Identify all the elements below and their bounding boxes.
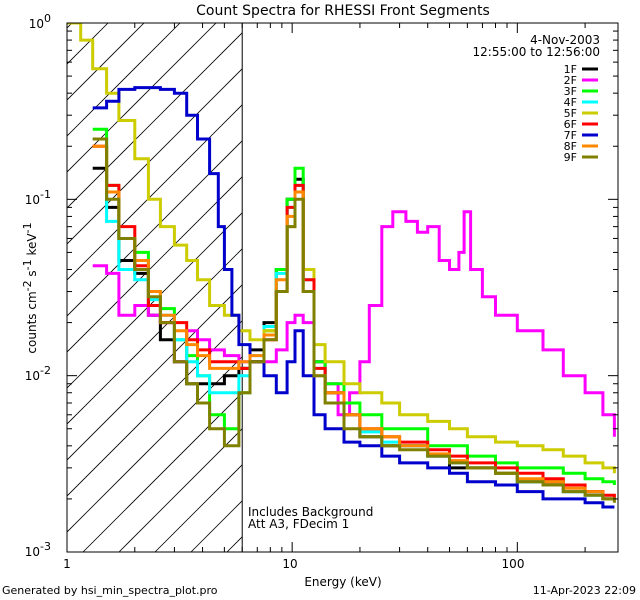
y-axis-ticks bbox=[67, 22, 618, 553]
y-axis-label: counts cm-2 s-1 keV-1 bbox=[21, 222, 39, 353]
chart-title: Count Spectra for RHESSI Front Segments bbox=[196, 3, 490, 19]
hatch-line bbox=[82, 392, 243, 552]
hatch-line bbox=[67, 140, 243, 317]
x-tick-labels: 1 10 100 bbox=[63, 557, 524, 571]
hatch-line bbox=[67, 23, 181, 137]
series-5F bbox=[67, 23, 616, 474]
series-9F bbox=[92, 137, 616, 503]
hatch-line bbox=[67, 23, 145, 101]
series-7F bbox=[92, 86, 615, 509]
y-tick-labels: 10-3 10-2 10-1 100 bbox=[25, 12, 51, 559]
x-tick-label-10: 10 bbox=[282, 557, 297, 571]
hatch-line bbox=[67, 23, 73, 29]
hatch-line bbox=[67, 104, 243, 281]
hatch-line bbox=[67, 248, 243, 425]
hatch-line bbox=[67, 320, 243, 497]
x-axis-ticks bbox=[66, 23, 586, 552]
hatch-line bbox=[67, 176, 243, 353]
series-3F bbox=[92, 127, 616, 485]
y-tick-label-1e-3: 10-3 bbox=[25, 540, 51, 559]
hatch-line bbox=[118, 428, 243, 552]
legend-label-2F: 2F bbox=[564, 74, 577, 87]
hatch-line bbox=[67, 23, 217, 173]
y-tick-label-1e-1: 10-1 bbox=[25, 188, 51, 207]
legend-label-1F: 1F bbox=[564, 63, 577, 76]
annotation-attenuator: Att A3, FDecim 1 bbox=[248, 517, 349, 531]
x-tick-label-100: 100 bbox=[502, 557, 525, 571]
hatch-line bbox=[67, 284, 243, 461]
x-tick-label-1: 1 bbox=[63, 557, 71, 571]
hatch-line bbox=[67, 32, 243, 209]
legend-label-3F: 3F bbox=[564, 85, 577, 98]
legend-label-7F: 7F bbox=[564, 129, 577, 142]
legend-label-4F: 4F bbox=[564, 96, 577, 109]
series-group bbox=[67, 23, 616, 509]
footer-generated-by: Generated by hsi_min_spectra_plot.pro bbox=[2, 584, 218, 597]
time-range-label: 12:55:00 to 12:56:00 bbox=[473, 45, 600, 59]
date-label: 4-Nov-2003 bbox=[530, 33, 600, 47]
legend-label-8F: 8F bbox=[564, 140, 577, 153]
annotation-background: Includes Background bbox=[248, 505, 373, 519]
footer-timestamp: 11-Apr-2023 22:09 bbox=[533, 584, 636, 597]
legend-label-5F: 5F bbox=[564, 107, 577, 120]
legend-label-9F: 9F bbox=[564, 151, 577, 164]
hatch-line bbox=[67, 356, 243, 533]
legend-label-6F: 6F bbox=[564, 118, 577, 131]
hatch-line bbox=[67, 68, 243, 245]
x-axis-label: Energy (keV) bbox=[304, 575, 381, 589]
plot-frame bbox=[66, 22, 619, 553]
series-1F bbox=[92, 166, 615, 501]
hatch-line bbox=[67, 212, 243, 389]
y-tick-label-1e0: 100 bbox=[29, 12, 51, 31]
y-tick-label-1e-2: 10-2 bbox=[25, 364, 51, 383]
